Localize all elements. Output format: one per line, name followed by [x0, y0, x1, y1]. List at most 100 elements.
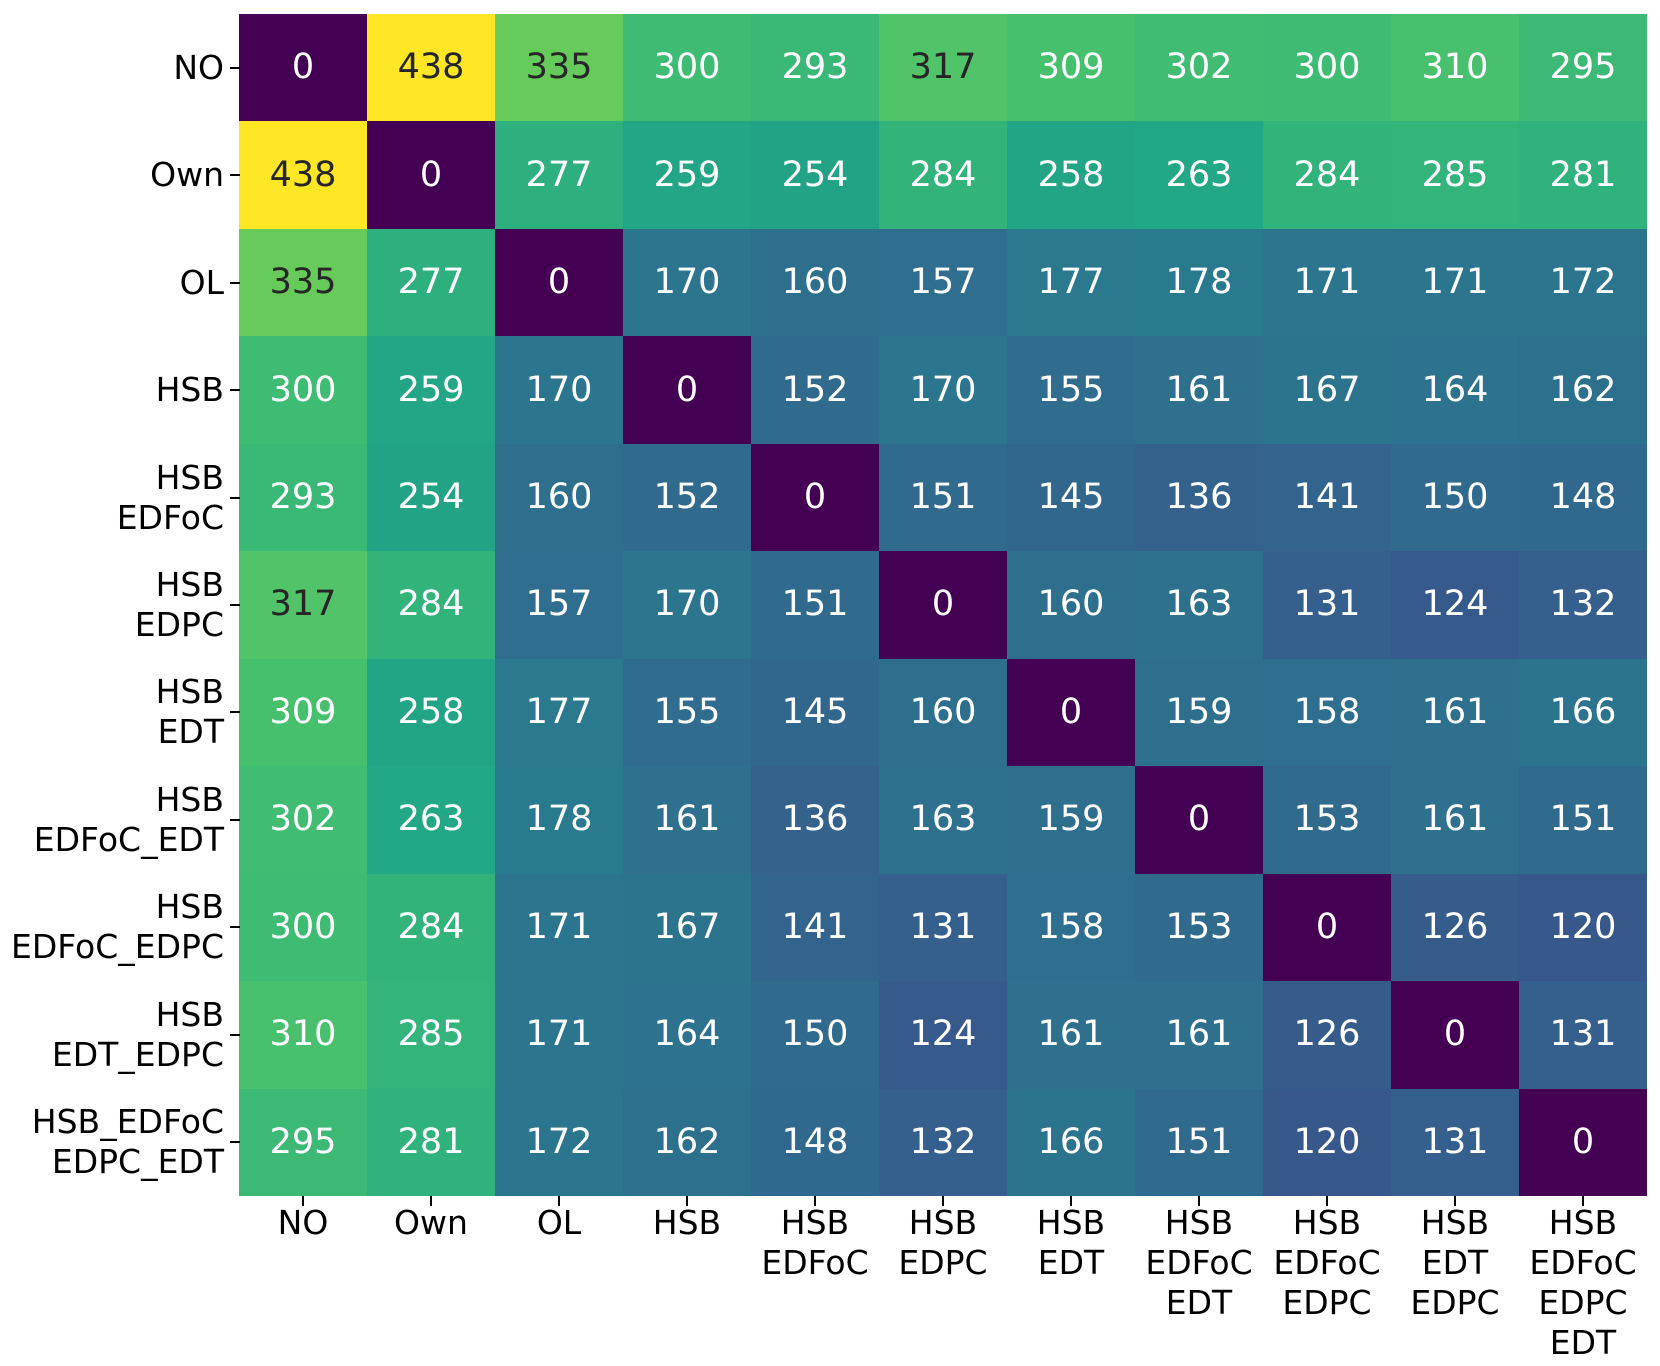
y-axis-tick — [230, 1141, 240, 1144]
heatmap-cell: 158 — [1263, 658, 1391, 767]
heatmap-cell: 161 — [623, 766, 751, 874]
heatmap-cell: 177 — [1007, 228, 1135, 337]
y-axis-tick — [230, 1033, 240, 1036]
x-axis-tick-label: NO — [277, 1203, 329, 1242]
heatmap-cell: 284 — [367, 873, 495, 982]
x-axis-tick — [302, 1196, 304, 1206]
y-axis-tick — [230, 281, 240, 284]
heatmap-cell: 145 — [1007, 443, 1135, 552]
x-axis-tick — [1198, 1196, 1200, 1206]
heatmap-cell: 132 — [879, 1088, 1007, 1196]
x-axis-tick — [1326, 1196, 1328, 1206]
heatmap-cell: 254 — [367, 443, 495, 552]
heatmap-cell: 151 — [1519, 766, 1647, 874]
heatmap-cell: 151 — [751, 551, 879, 659]
heatmap-cell: 166 — [1007, 1088, 1135, 1196]
heatmap-cell: 335 — [239, 228, 367, 337]
heatmap-cell: 163 — [1135, 551, 1263, 659]
y-axis-tick-label: HSB_EDFoC EDPC_EDT — [31, 1102, 224, 1182]
heatmap-cell: 160 — [495, 443, 623, 552]
y-axis-tick — [230, 926, 240, 929]
x-axis-tick-label: HSB EDFoC EDT — [1145, 1203, 1253, 1322]
heatmap-cell: 300 — [239, 336, 367, 444]
heatmap-cell: 302 — [1135, 14, 1263, 122]
heatmap-cell: 161 — [1135, 981, 1263, 1089]
heatmap-cell: 132 — [1519, 551, 1647, 659]
heatmap-cell: 155 — [623, 658, 751, 767]
heatmap-cell: 284 — [367, 551, 495, 659]
heatmap-cell: 155 — [1007, 336, 1135, 444]
heatmap-cell: 263 — [1135, 121, 1263, 229]
heatmap-cell: 151 — [1135, 1088, 1263, 1196]
heatmap-cell: 170 — [623, 551, 751, 659]
x-axis-tick-label: HSB EDFoC EDPC EDT — [1529, 1203, 1637, 1362]
heatmap-cell: 161 — [1135, 336, 1263, 444]
x-axis-tick-label: Own — [394, 1203, 468, 1242]
heatmap-cell: 177 — [495, 658, 623, 767]
y-axis-tick — [230, 389, 240, 392]
heatmap-cell: 0 — [1007, 658, 1135, 767]
heatmap-cell: 438 — [367, 14, 495, 122]
heatmap-cell: 178 — [495, 766, 623, 874]
heatmap-cell: 295 — [239, 1088, 367, 1196]
x-axis-tick-label: HSB EDT EDPC — [1410, 1203, 1500, 1322]
heatmap-cell: 120 — [1263, 1088, 1391, 1196]
heatmap-cell: 258 — [1007, 121, 1135, 229]
heatmap-cell: 152 — [623, 443, 751, 552]
heatmap-cell: 295 — [1519, 14, 1647, 122]
heatmap-cell: 170 — [879, 336, 1007, 444]
heatmap-cell: 163 — [879, 766, 1007, 874]
heatmap-cell: 317 — [239, 551, 367, 659]
heatmap-cell: 126 — [1263, 981, 1391, 1089]
x-axis-tick-label: HSB EDFoC — [761, 1203, 869, 1282]
heatmap-cell: 164 — [1391, 336, 1519, 444]
heatmap-cell: 172 — [495, 1088, 623, 1196]
heatmap-cell: 171 — [1263, 228, 1391, 337]
heatmap-cell: 302 — [239, 766, 367, 874]
x-axis-tick — [686, 1196, 688, 1206]
heatmap-cell: 285 — [1391, 121, 1519, 229]
y-axis-tick — [230, 604, 240, 606]
heatmap-cell: 0 — [751, 443, 879, 552]
x-axis-tick — [430, 1196, 432, 1206]
x-axis-tick — [1454, 1196, 1456, 1206]
heatmap-cell: 171 — [495, 873, 623, 982]
x-axis-tick — [1070, 1196, 1072, 1206]
heatmap-cell: 258 — [367, 658, 495, 767]
x-axis-tick-label: HSB EDT — [1036, 1203, 1106, 1282]
heatmap-cell: 166 — [1519, 658, 1647, 767]
heatmap-cell: 277 — [367, 228, 495, 337]
y-axis-tick-label: HSB EDFoC_EDPC — [10, 887, 224, 967]
y-axis-tick-label: HSB EDT_EDPC — [51, 994, 224, 1074]
heatmap-cell: 124 — [879, 981, 1007, 1089]
heatmap-cell: 161 — [1391, 766, 1519, 874]
x-axis-tick — [558, 1196, 560, 1206]
y-axis-tick-label: Own — [150, 155, 224, 195]
heatmap-cell: 178 — [1135, 228, 1263, 337]
heatmap-cell: 263 — [367, 766, 495, 874]
heatmap-cell: 284 — [1263, 121, 1391, 229]
heatmap-cell: 145 — [751, 658, 879, 767]
heatmap-cell: 310 — [239, 981, 367, 1089]
heatmap-cell: 0 — [1391, 981, 1519, 1089]
heatmap-cell: 131 — [1391, 1088, 1519, 1196]
heatmap-cell: 120 — [1519, 873, 1647, 982]
heatmap-cell: 0 — [623, 336, 751, 444]
heatmap-cell: 148 — [751, 1088, 879, 1196]
heatmap-cell: 281 — [1519, 121, 1647, 229]
heatmap-grid: 0 438 335 300 293 317 309 302 300 310 295 438 0 277 25… — [239, 14, 1647, 1196]
heatmap-cell: 0 — [367, 121, 495, 229]
heatmap-cell: 259 — [367, 336, 495, 444]
heatmap-cell: 335 — [495, 14, 623, 122]
heatmap-cell: 153 — [1135, 873, 1263, 982]
heatmap-cell: 0 — [495, 228, 623, 337]
x-axis-tick-label: OL — [536, 1203, 582, 1242]
heatmap-cell: 171 — [495, 981, 623, 1089]
heatmap-cell: 131 — [879, 873, 1007, 982]
heatmap-cell: 162 — [1519, 336, 1647, 444]
y-axis-tick-label: HSB EDPC — [134, 565, 224, 644]
x-axis-tick-label: HSB EDPC — [898, 1203, 988, 1282]
heatmap-cell: 141 — [751, 873, 879, 982]
heatmap-cell: 167 — [1263, 336, 1391, 444]
y-axis-tick — [230, 66, 240, 69]
